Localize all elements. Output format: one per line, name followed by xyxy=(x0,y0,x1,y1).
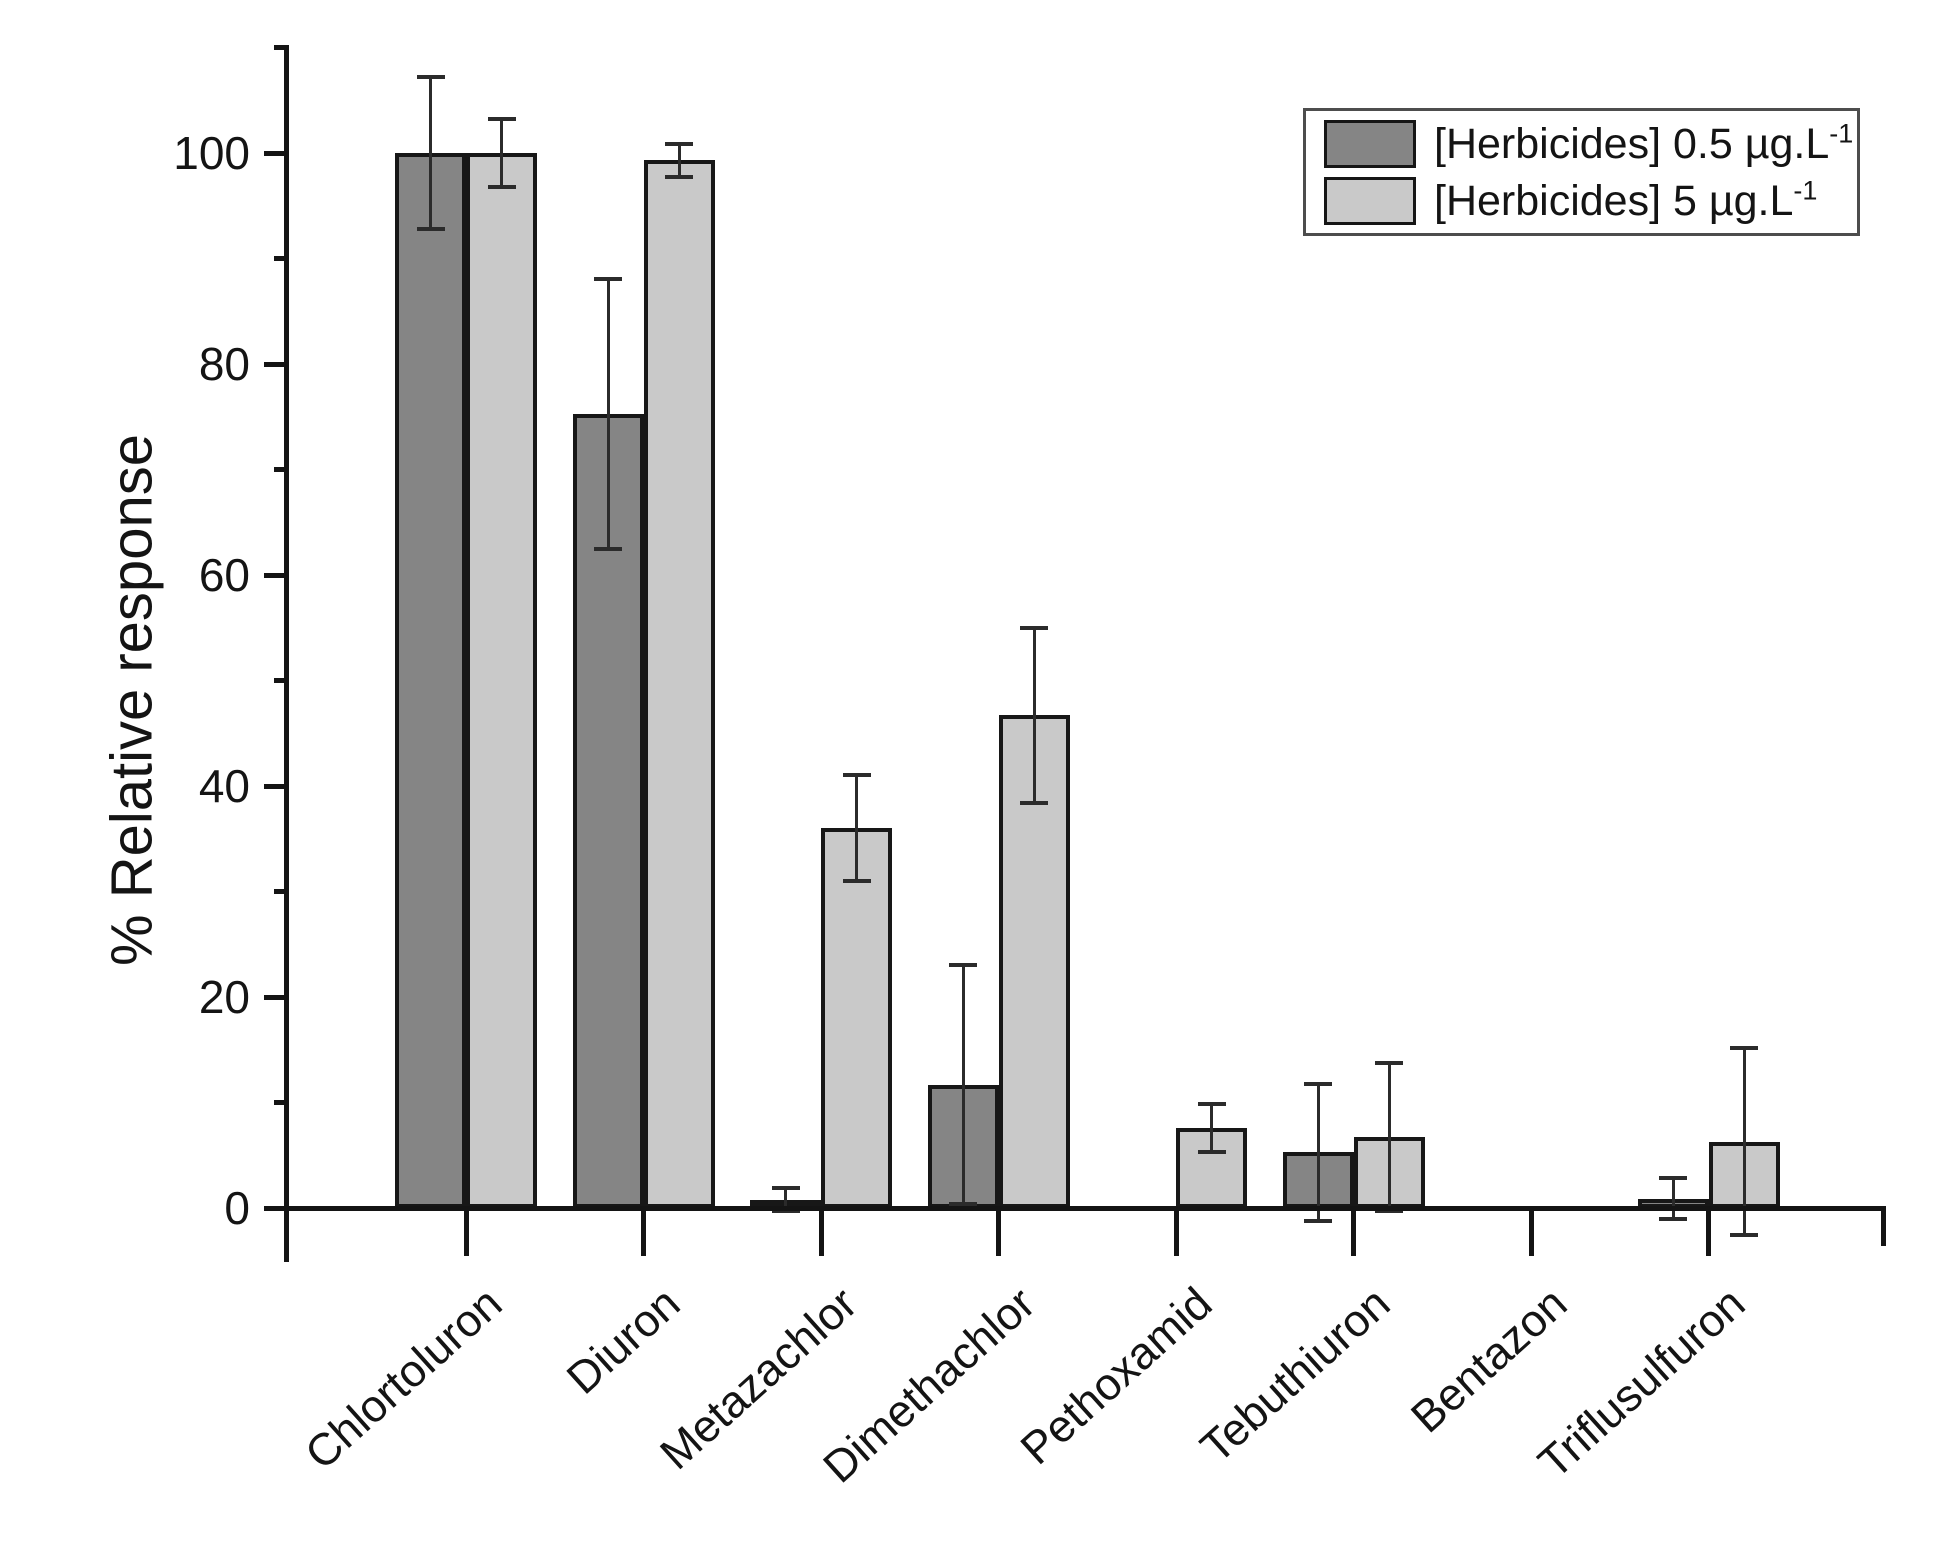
error-bar-line xyxy=(855,775,858,881)
error-bar-cap-bottom xyxy=(665,175,693,180)
error-bar-line xyxy=(1742,1047,1746,1236)
bar-high-diuron xyxy=(643,160,715,1208)
error-bar-cap-bottom xyxy=(949,1201,977,1206)
error-bar-cap-top xyxy=(1730,1045,1758,1050)
error-bar-line xyxy=(606,278,610,549)
error-bar-cap-top xyxy=(594,276,622,281)
y-major-tick xyxy=(264,572,289,578)
y-major-tick xyxy=(264,361,289,367)
y-major-tick xyxy=(264,1205,289,1211)
error-bar-cap-bottom xyxy=(1659,1216,1687,1221)
error-bar-line xyxy=(1671,1178,1675,1219)
error-bar-cap-top xyxy=(771,1185,800,1190)
legend-swatch-light xyxy=(1324,176,1416,225)
y-minor-tick xyxy=(274,256,289,261)
legend-label-5: [Herbicides] 5 µg.L-1 xyxy=(1434,175,1818,225)
error-bar-line xyxy=(784,1187,787,1212)
error-bar-cap-bottom xyxy=(1375,1209,1403,1214)
error-bar-cap-bottom xyxy=(1020,800,1048,805)
error-bar-cap-top xyxy=(416,75,445,80)
error-bar-line xyxy=(500,119,503,187)
y-major-tick xyxy=(264,150,289,156)
error-bar-cap-bottom xyxy=(771,1209,800,1214)
error-bar-line xyxy=(961,965,965,1204)
error-bar-cap-bottom xyxy=(1197,1150,1226,1155)
legend: [Herbicides] 0.5 µg.L-1 [Herbicides] 5 µ… xyxy=(1303,108,1860,236)
x-category-tick xyxy=(1173,1211,1179,1256)
y-minor-tick xyxy=(274,678,289,683)
error-bar-cap-top xyxy=(1197,1101,1226,1106)
x-category-tick xyxy=(1351,1211,1356,1256)
bar-high-chlortoluron xyxy=(466,153,537,1208)
error-bar-cap-top xyxy=(842,773,871,778)
legend-item-05: [Herbicides] 0.5 µg.L-1 xyxy=(1324,118,1857,168)
y-minor-tick xyxy=(274,1100,289,1105)
error-bar-line xyxy=(677,143,681,178)
x-category-tick xyxy=(1528,1211,1534,1256)
y-minor-tick xyxy=(274,45,289,50)
error-bar-cap-top xyxy=(1659,1176,1687,1181)
error-bar-cap-bottom xyxy=(1730,1233,1758,1238)
x-category-tick xyxy=(818,1211,824,1256)
legend-swatch-dark xyxy=(1324,119,1416,168)
bar-high-metazachlor xyxy=(821,828,892,1208)
y-tick-label: 100 xyxy=(173,127,250,179)
error-bar-cap-top xyxy=(1020,625,1048,630)
x-category-tick xyxy=(1706,1211,1711,1256)
y-axis-line xyxy=(284,45,289,1262)
y-major-tick xyxy=(264,994,289,1000)
x-category-tick xyxy=(641,1211,646,1256)
error-bar-cap-top xyxy=(1375,1061,1403,1066)
x-axis-end-cap xyxy=(1881,1206,1886,1246)
error-bar-cap-top xyxy=(1304,1081,1332,1086)
legend-superscript: -1 xyxy=(1829,118,1854,149)
error-bar-line xyxy=(1387,1063,1391,1212)
y-tick-label: 40 xyxy=(198,760,250,812)
error-bar-line xyxy=(1032,627,1036,803)
error-bar-cap-bottom xyxy=(842,878,871,883)
error-bar-cap-top xyxy=(949,963,977,968)
y-major-tick xyxy=(264,783,289,789)
x-category-tick xyxy=(996,1211,1001,1256)
error-bar-cap-top xyxy=(487,117,516,122)
x-axis-line xyxy=(284,1206,1886,1211)
x-category-tick xyxy=(463,1211,469,1256)
error-bar-cap-bottom xyxy=(487,184,516,189)
legend-item-5: [Herbicides] 5 µg.L-1 xyxy=(1324,175,1857,225)
error-bar-cap-bottom xyxy=(416,226,445,231)
legend-superscript: -1 xyxy=(1793,175,1818,206)
y-minor-tick xyxy=(274,467,289,472)
legend-label-05: [Herbicides] 0.5 µg.L-1 xyxy=(1434,118,1854,168)
y-tick-label: 60 xyxy=(198,549,250,601)
error-bar-cap-bottom xyxy=(594,546,622,551)
error-bar-line xyxy=(429,77,432,229)
y-tick-label: 80 xyxy=(198,338,250,390)
bar-low-chlortoluron xyxy=(395,153,466,1208)
y-tick-label: 0 xyxy=(224,1182,250,1234)
error-bar-line xyxy=(1210,1103,1213,1153)
error-bar-cap-top xyxy=(665,141,693,146)
y-tick-label: 20 xyxy=(198,971,250,1023)
error-bar-line xyxy=(1316,1083,1320,1221)
error-bar-cap-bottom xyxy=(1304,1218,1332,1223)
y-axis-title: % Relative response xyxy=(99,434,165,966)
y-minor-tick xyxy=(274,889,289,894)
